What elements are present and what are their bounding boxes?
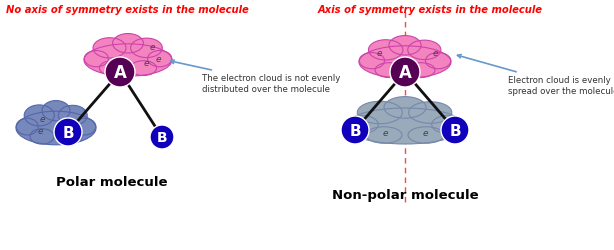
Text: e: e [143,58,149,67]
Ellipse shape [345,116,378,134]
Text: e: e [383,128,388,137]
Text: B: B [62,125,74,140]
Text: Electron cloud is evenly
spread over the molecule: Electron cloud is evenly spread over the… [457,55,614,95]
Circle shape [441,116,469,144]
Ellipse shape [99,62,126,76]
Ellipse shape [408,102,452,124]
Text: e: e [432,48,438,57]
Ellipse shape [359,46,451,79]
Ellipse shape [84,44,172,77]
Text: e: e [155,54,161,63]
Ellipse shape [408,127,444,144]
Text: B: B [157,130,167,144]
Text: e: e [422,128,428,137]
Ellipse shape [357,102,402,124]
Ellipse shape [30,129,54,144]
Ellipse shape [42,101,70,121]
Ellipse shape [147,51,172,68]
Ellipse shape [407,64,435,78]
Ellipse shape [74,119,96,136]
Text: e: e [37,126,43,135]
Ellipse shape [366,127,402,144]
Text: e: e [376,48,382,57]
Text: B: B [449,123,461,138]
Ellipse shape [24,106,54,126]
Ellipse shape [131,39,162,58]
Ellipse shape [112,34,144,54]
Ellipse shape [432,116,465,134]
Ellipse shape [84,51,109,68]
Circle shape [341,116,369,144]
Ellipse shape [389,36,421,56]
Text: No axis of symmetry exists in the molecule: No axis of symmetry exists in the molecu… [6,5,249,15]
Text: e: e [149,42,155,51]
Text: The electron cloud is not evenly
distributed over the molecule: The electron cloud is not evenly distrib… [171,61,340,93]
Ellipse shape [16,119,38,136]
Ellipse shape [384,97,426,119]
Ellipse shape [16,112,96,145]
Ellipse shape [426,53,451,70]
Circle shape [105,58,135,88]
Text: B: B [349,123,361,138]
Ellipse shape [368,40,403,61]
Circle shape [54,118,82,146]
Circle shape [390,58,420,88]
Text: Non-polar molecule: Non-polar molecule [332,189,478,202]
Text: A: A [114,64,126,82]
Text: Polar molecule: Polar molecule [56,176,168,189]
Ellipse shape [58,129,82,144]
Ellipse shape [130,62,157,76]
Ellipse shape [408,41,441,60]
Circle shape [150,126,174,150]
Text: A: A [398,64,411,82]
Ellipse shape [58,106,87,126]
Ellipse shape [359,53,384,70]
Text: e: e [39,114,45,123]
Ellipse shape [375,64,403,78]
Ellipse shape [345,108,465,144]
Ellipse shape [93,38,126,59]
Text: Axis of symmetry exists in the molecule: Axis of symmetry exists in the molecule [318,5,543,15]
